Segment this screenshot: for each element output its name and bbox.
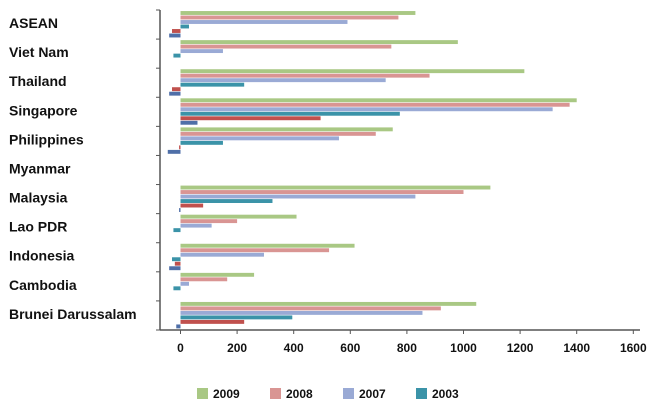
bar-indonesia-2007 <box>180 252 264 257</box>
bar-philippines-2007 <box>180 136 339 141</box>
category-label-thailand: Thailand <box>9 73 67 89</box>
legend-label-2008: 2008 <box>286 387 313 401</box>
legend-label-2003: 2003 <box>432 387 459 401</box>
legend-label-2007: 2007 <box>359 387 386 401</box>
bar-singapore-series-5 <box>180 116 321 121</box>
legend-swatch-2009 <box>197 388 208 399</box>
category-label-cambodia: Cambodia <box>9 277 77 293</box>
bar-malaysia-series-6 <box>179 208 181 212</box>
bar-brunei-darussalam-2009 <box>180 301 477 306</box>
x-tick-label-600: 600 <box>340 341 360 355</box>
bar-asean-2008 <box>180 15 399 20</box>
bar-viet-nam-2009 <box>180 40 458 45</box>
bar-philippines-2003 <box>180 140 223 145</box>
bar-asean-series-6 <box>169 33 181 38</box>
bar-cambodia-2007 <box>180 281 189 286</box>
bar-thailand-2008 <box>180 73 430 78</box>
legend: 2009 2008 2007 2003 <box>197 387 459 401</box>
bar-asean-2007 <box>180 20 348 24</box>
legend-swatch-2007 <box>343 388 354 399</box>
bar-lao-pdr-2003 <box>173 228 181 233</box>
bar-cambodia-2008 <box>180 277 228 282</box>
x-tick-label-200: 200 <box>227 341 247 355</box>
bar-malaysia-2009 <box>180 185 491 190</box>
category-label-malaysia: Malaysia <box>9 190 68 206</box>
legend-swatch-2008 <box>270 388 281 399</box>
bar-lao-pdr-2008 <box>180 219 238 224</box>
bar-malaysia-2007 <box>180 194 416 199</box>
category-label-viet-nam: Viet Nam <box>9 44 69 60</box>
bar-cambodia-2003 <box>173 286 181 291</box>
bar-philippines-2008 <box>180 131 376 136</box>
bar-viet-nam-2007 <box>180 49 223 54</box>
bar-indonesia-2009 <box>180 243 355 248</box>
bar-lao-pdr-2007 <box>180 223 212 228</box>
bar-brunei-darussalam-2007 <box>180 310 423 315</box>
bar-indonesia-series-5 <box>174 261 181 266</box>
labels-layer: ASEAN Viet Nam Thailand Singapore Philippine… <box>9 15 647 355</box>
bar-cambodia-2009 <box>180 272 255 277</box>
bar-lao-pdr-2009 <box>180 214 297 219</box>
bar-philippines-2009 <box>180 127 393 132</box>
bar-malaysia-series-5 <box>180 203 204 208</box>
bar-viet-nam-2008 <box>180 44 392 49</box>
legend-swatch-2003 <box>416 388 427 399</box>
bar-brunei-darussalam-series-6 <box>176 324 181 329</box>
category-label-philippines: Philippines <box>9 131 84 147</box>
bar-indonesia-2003 <box>172 257 181 262</box>
x-tick-label-1000: 1000 <box>450 341 477 355</box>
bar-asean-2009 <box>180 11 416 15</box>
bar-indonesia-2008 <box>180 248 330 253</box>
bar-singapore-2003 <box>180 111 400 116</box>
bar-singapore-series-6 <box>180 120 198 125</box>
bar-singapore-2009 <box>180 98 577 103</box>
category-label-brunei-darussalam: Brunei Darussalam <box>9 306 137 322</box>
bar-philippines-series-5 <box>179 145 181 150</box>
axes-layer <box>156 9 640 334</box>
x-tick-label-1400: 1400 <box>563 341 590 355</box>
bar-thailand-series-5 <box>172 87 181 92</box>
bar-singapore-2008 <box>180 102 570 107</box>
bar-thailand-series-6 <box>169 91 181 96</box>
category-label-lao-pdr: Lao PDR <box>9 219 67 235</box>
x-tick-label-1200: 1200 <box>507 341 534 355</box>
bar-thailand-2009 <box>180 69 525 74</box>
category-label-indonesia: Indonesia <box>9 248 75 264</box>
bar-brunei-darussalam-series-5 <box>180 319 245 324</box>
x-tick-label-400: 400 <box>284 341 304 355</box>
bar-malaysia-2008 <box>180 190 464 194</box>
x-tick-label-1600: 1600 <box>620 341 647 355</box>
category-label-asean: ASEAN <box>9 15 58 31</box>
bar-thailand-2007 <box>180 78 386 83</box>
bar-brunei-darussalam-2003 <box>180 315 293 320</box>
category-label-myanmar: Myanmar <box>9 160 71 176</box>
bar-philippines-series-6 <box>167 149 181 154</box>
legend-label-2009: 2009 <box>213 387 240 401</box>
bar-thailand-2003 <box>180 82 245 87</box>
category-label-singapore: Singapore <box>9 102 78 118</box>
bar-brunei-darussalam-2008 <box>180 306 441 311</box>
bar-asean-series-5 <box>172 29 181 33</box>
bar-asean-2003 <box>180 24 189 29</box>
x-tick-label-0: 0 <box>177 341 184 355</box>
x-tick-label-800: 800 <box>397 341 417 355</box>
bar-malaysia-2003 <box>180 199 273 203</box>
bars-layer <box>167 11 577 329</box>
bar-viet-nam-2003 <box>173 53 181 58</box>
bar-singapore-2007 <box>180 107 553 112</box>
bar-indonesia-series-6 <box>169 266 181 271</box>
